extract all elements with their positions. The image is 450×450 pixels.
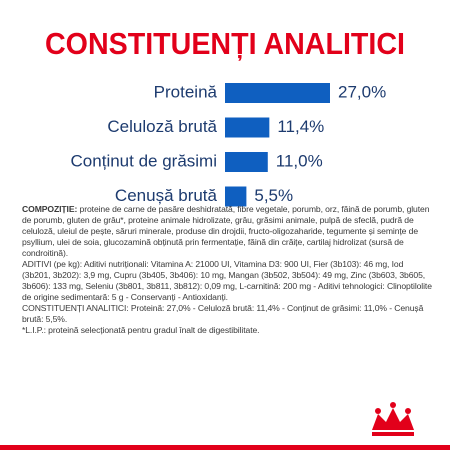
bar bbox=[225, 117, 270, 138]
composition-label: COMPOZIȚIE: bbox=[22, 204, 78, 214]
chart-title: CONSTITUENȚI ANALITICI bbox=[45, 26, 405, 61]
logo bbox=[372, 402, 414, 436]
bar bbox=[225, 186, 247, 207]
composition: COMPOZIȚIE: proteine de carne de pasăre … bbox=[22, 204, 432, 259]
category-label: Celuloză brută bbox=[107, 117, 217, 136]
value-label: 27,0% bbox=[338, 82, 386, 101]
text-block: COMPOZIȚIE: proteine de carne de pasăre … bbox=[22, 204, 432, 336]
analytic: CONSTITUENȚI ANALITICI: Proteină: 27,0% … bbox=[22, 303, 424, 324]
category-label: Proteină bbox=[154, 82, 218, 101]
bar bbox=[225, 152, 268, 172]
additives: ADITIVI (pe kg): Aditivi nutriționali: V… bbox=[22, 259, 432, 302]
composition-text: proteine de carne de pasăre deshidratată… bbox=[22, 204, 430, 258]
footer-bar bbox=[0, 445, 450, 450]
value-label: 5,5% bbox=[254, 186, 293, 205]
footnote: *L.I.P.: proteină selecționată pentru gr… bbox=[22, 325, 260, 335]
bar bbox=[225, 83, 330, 103]
value-label: 11,4% bbox=[277, 117, 324, 136]
value-label: 11,0% bbox=[276, 151, 323, 170]
category-label: Conținut de grăsimi bbox=[71, 151, 217, 170]
category-label: Cenușă brută bbox=[115, 186, 218, 205]
